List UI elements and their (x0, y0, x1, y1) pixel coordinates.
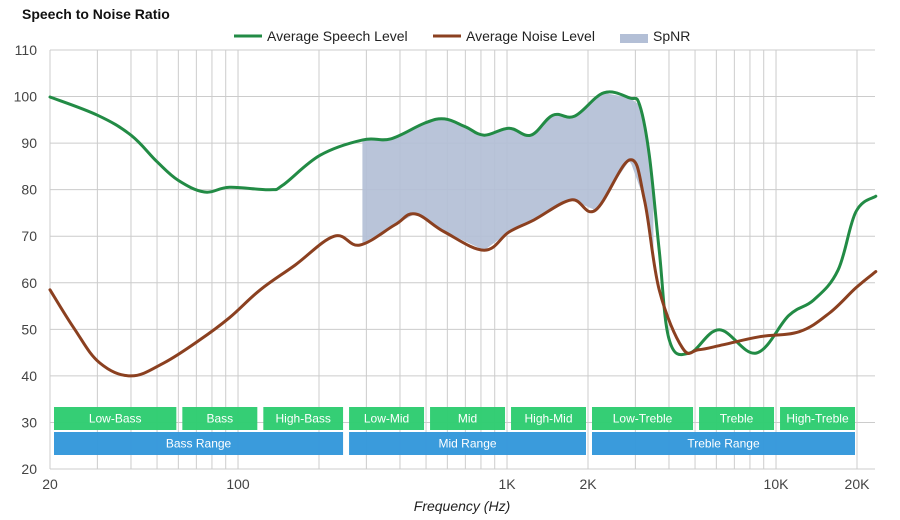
x-axis-ticks: 20 100 1K 2K 10K 20K (42, 476, 870, 492)
y-axis-ticks: 20 30 40 50 60 70 80 90 100 110 (14, 42, 38, 477)
band-high-mid: High-Mid (511, 407, 586, 430)
legend-label-speech: Average Speech Level (267, 28, 408, 44)
band-mid-label: Mid (458, 412, 477, 426)
band-mid: Mid (430, 407, 506, 430)
y-tick-label: 80 (21, 182, 37, 198)
band-low-treble-label: Low-Treble (613, 412, 673, 426)
band-high-treble-bar (780, 407, 855, 430)
band-bass-range: Bass Range (54, 432, 344, 455)
y-tick-label: 90 (21, 135, 37, 151)
band-low-treble: Low-Treble (592, 407, 694, 430)
x-tick-label: 100 (226, 476, 250, 492)
legend-swatch-spnr (620, 34, 648, 43)
band-low-mid-bar (349, 407, 425, 430)
speech-level-line (48, 90, 878, 357)
band-mid-range-bar (349, 432, 586, 455)
band-low-mid: Low-Mid (349, 407, 425, 430)
band-high-treble-label: High-Treble (786, 412, 849, 426)
y-tick-label: 40 (21, 368, 37, 384)
frequency-bands: Low-Bass Bass High-Bass Low-Mid Mid High-Mid L… (54, 407, 855, 455)
band-mid-range: Mid Range (349, 432, 586, 455)
band-bass-bar (182, 407, 258, 430)
band-low-bass-bar (54, 407, 177, 430)
band-high-treble: High-Treble (780, 407, 855, 430)
band-low-mid-label: Low-Mid (364, 412, 409, 426)
x-tick-label: 20 (42, 476, 58, 492)
legend-item-noise[interactable]: Average Noise Level (433, 28, 595, 44)
x-axis-label: Frequency (Hz) (414, 498, 510, 514)
y-tick-label: 20 (21, 461, 37, 477)
band-high-bass-label: High-Bass (276, 412, 331, 426)
chart-title: Speech to Noise Ratio (22, 6, 170, 22)
band-high-bass: High-Bass (263, 407, 344, 430)
y-tick-label: 100 (14, 89, 38, 105)
band-high-mid-label: High-Mid (525, 412, 573, 426)
band-treble: Treble (699, 407, 775, 430)
band-low-bass-label: Low-Bass (89, 412, 142, 426)
band-bass-label: Bass (206, 412, 233, 426)
x-tick-label: 2K (579, 476, 597, 492)
y-tick-label: 60 (21, 275, 37, 291)
y-tick-label: 30 (21, 414, 37, 430)
y-tick-label: 50 (21, 321, 37, 337)
band-treble-range-bar (592, 432, 855, 455)
band-low-bass: Low-Bass (54, 407, 177, 430)
y-tick-label: 70 (21, 228, 37, 244)
band-bass-range-bar (54, 432, 344, 455)
band-mid-bar (430, 407, 506, 430)
legend-item-spnr[interactable]: SpNR (620, 28, 690, 44)
legend-label-spnr: SpNR (653, 28, 690, 44)
band-treble-label: Treble (720, 412, 754, 426)
band-high-mid-bar (511, 407, 586, 430)
series-lines (48, 90, 878, 378)
spnr-area (362, 93, 654, 255)
band-treble-range: Treble Range (592, 432, 855, 455)
legend: Average Speech Level Average Noise Level… (234, 28, 690, 44)
band-mid-range-label: Mid Range (439, 437, 497, 451)
legend-item-speech[interactable]: Average Speech Level (234, 28, 408, 44)
y-tick-label: 110 (15, 42, 38, 58)
x-tick-label: 1K (498, 476, 516, 492)
band-treble-range-label: Treble Range (687, 437, 760, 451)
band-treble-bar (699, 407, 775, 430)
band-bass-range-label: Bass Range (166, 437, 232, 451)
x-tick-label: 10K (764, 476, 790, 492)
noise-level-line (48, 158, 878, 378)
band-low-treble-bar (592, 407, 694, 430)
legend-label-noise: Average Noise Level (466, 28, 595, 44)
band-bass: Bass (182, 407, 258, 430)
grid (49, 49, 875, 470)
band-high-bass-bar (263, 407, 344, 430)
spnr-area-group (362, 93, 654, 255)
x-tick-label: 20K (845, 476, 871, 492)
